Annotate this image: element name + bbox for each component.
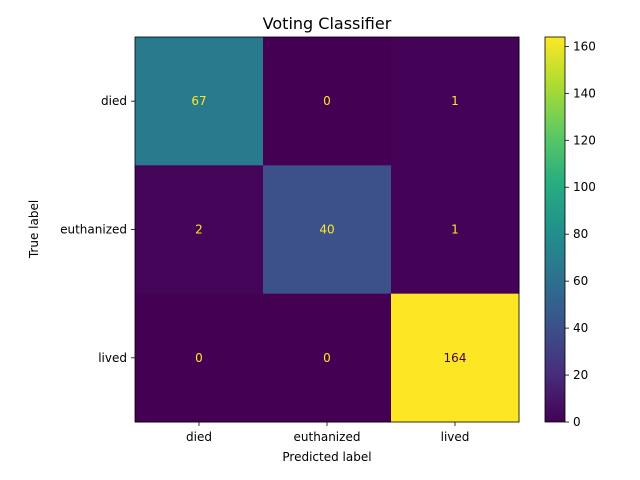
cell-value-label: 164: [444, 351, 467, 365]
matrix-cell: [263, 165, 392, 295]
colorbar-ticks: 0 20 40 60 80 100 120 140 160: [565, 39, 596, 429]
matrix-cell: [263, 293, 392, 423]
cell-value-label: 0: [323, 351, 331, 365]
cell-value-label: 67: [191, 94, 206, 108]
cell-value-label: 2: [195, 223, 203, 237]
matrix-cell: [135, 165, 264, 295]
colorbar-tick-label: 120: [573, 133, 596, 147]
colorbar-tick-label: 140: [573, 86, 596, 100]
colorbar-tick-label: 40: [573, 321, 588, 335]
colorbar-tick-label: 100: [573, 180, 596, 194]
colorbar-tick-label: 80: [573, 227, 588, 241]
cell-value-label: 0: [323, 94, 331, 108]
matrix-cell: [263, 37, 392, 166]
cell-value-label: 1: [451, 94, 459, 108]
cell-value-label: 0: [195, 351, 203, 365]
matrix-cell: [391, 165, 520, 295]
colorbar-tick-label: 0: [573, 415, 581, 429]
x-axis-label: Predicted label: [282, 450, 371, 464]
cell-value-label: 1: [451, 223, 459, 237]
matrix-cell: [391, 293, 520, 423]
y-tick-label: euthanized: [60, 223, 127, 237]
chart-title: Voting Classifier: [263, 14, 392, 33]
x-axis-ticks: died euthanized lived: [186, 422, 469, 444]
colorbar-tick-label: 160: [573, 39, 596, 53]
y-tick-label: lived: [98, 351, 127, 365]
cell-value-label: 40: [319, 223, 334, 237]
y-tick-label: died: [101, 94, 127, 108]
y-axis-ticks: died euthanized lived: [60, 94, 135, 365]
colorbar-tick-label: 60: [573, 274, 588, 288]
x-tick-label: lived: [441, 430, 470, 444]
y-axis-label: True label: [27, 200, 41, 259]
colorbar: [544, 36, 566, 423]
matrix-cell: [391, 37, 520, 166]
x-tick-label: died: [186, 430, 212, 444]
colorbar-tick-label: 20: [573, 368, 588, 382]
matrix-cells: 67 0 1 2 40 1 0 0 164: [135, 37, 520, 423]
matrix-cell: [135, 37, 264, 166]
x-tick-label: euthanized: [294, 430, 361, 444]
matrix-cell: [135, 293, 264, 423]
